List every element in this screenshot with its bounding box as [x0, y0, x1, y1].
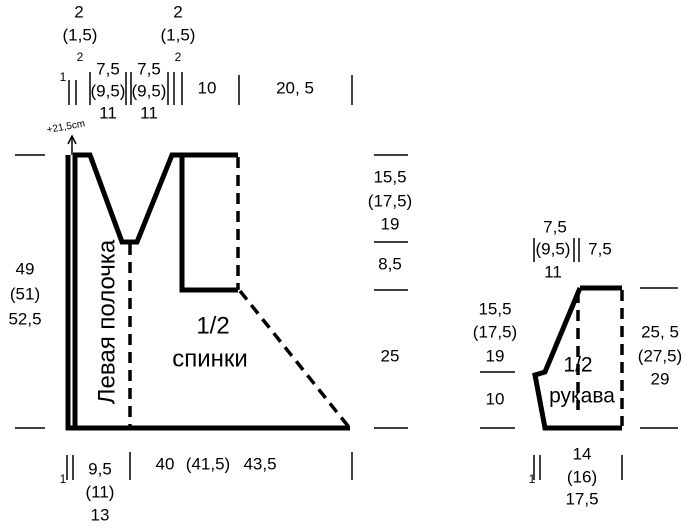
dim: 7,5: [543, 217, 567, 236]
dim: 2: [175, 50, 182, 64]
dim: (9,5): [91, 81, 126, 100]
dim: 7,5: [96, 59, 120, 78]
shapes: [15, 72, 678, 480]
dim: 2: [74, 2, 83, 21]
dim: 40: [156, 454, 175, 473]
piece-label: рукава: [549, 385, 615, 408]
dim: 43,5: [243, 454, 276, 473]
dim: (27,5): [638, 346, 682, 365]
dim: 11: [140, 103, 158, 122]
dim: (9,5): [132, 81, 167, 100]
dim: (9,5): [536, 239, 571, 258]
dim: (17,5): [368, 191, 412, 210]
armhole: [179, 155, 238, 293]
dim: (16): [567, 467, 597, 486]
dim: 10: [198, 78, 217, 97]
back-side: [238, 289, 350, 428]
dim: 20, 5: [276, 78, 314, 97]
piece-label: 1/2: [196, 312, 229, 339]
dim: +21,5cm: [46, 118, 86, 136]
arrow: [67, 134, 77, 145]
sleeve-edge: [532, 287, 622, 431]
dim: 17,5: [565, 489, 598, 508]
dim: 19: [381, 214, 400, 233]
dim: 2: [173, 2, 182, 21]
dim: (41,5): [186, 454, 230, 473]
dim: 9,5: [88, 459, 112, 478]
dim: 1: [60, 70, 67, 84]
dim: 25, 5: [641, 322, 679, 341]
piece-label: спинки: [172, 345, 248, 372]
dim: 15,5: [478, 299, 511, 318]
dim: 2: [77, 50, 84, 64]
dim: 19: [486, 346, 505, 365]
dim: 13: [91, 505, 110, 524]
ticks: [15, 72, 678, 480]
dim: 7,5: [137, 59, 161, 78]
dim: 15,5: [373, 167, 406, 186]
piece-label: 1/2: [563, 354, 592, 377]
dim: 29: [651, 369, 670, 388]
dim: (1,5): [63, 25, 98, 44]
dim: 52,5: [8, 309, 41, 328]
dim: (1,5): [161, 25, 196, 44]
dim: (17,5): [473, 322, 517, 341]
dim: 25: [381, 346, 400, 365]
labels: 2 (1,5) 2 1 7,5 (9,5) 11 7,5 (9,5) 11 2 …: [8, 2, 682, 524]
dim: 7,5: [588, 239, 612, 258]
neckline: [73, 152, 238, 245]
dim: 49: [16, 259, 35, 278]
piece-label: Левая полочка: [93, 239, 120, 404]
dim: (51): [10, 284, 40, 303]
dim: 1: [60, 472, 67, 486]
dim: 14: [573, 444, 592, 463]
dim: 1: [529, 472, 536, 486]
dim: 11: [544, 262, 562, 281]
dim: 11: [99, 103, 117, 122]
dim: (11): [86, 482, 115, 501]
dim: 8,5: [378, 254, 402, 273]
dim: 10: [486, 389, 505, 408]
